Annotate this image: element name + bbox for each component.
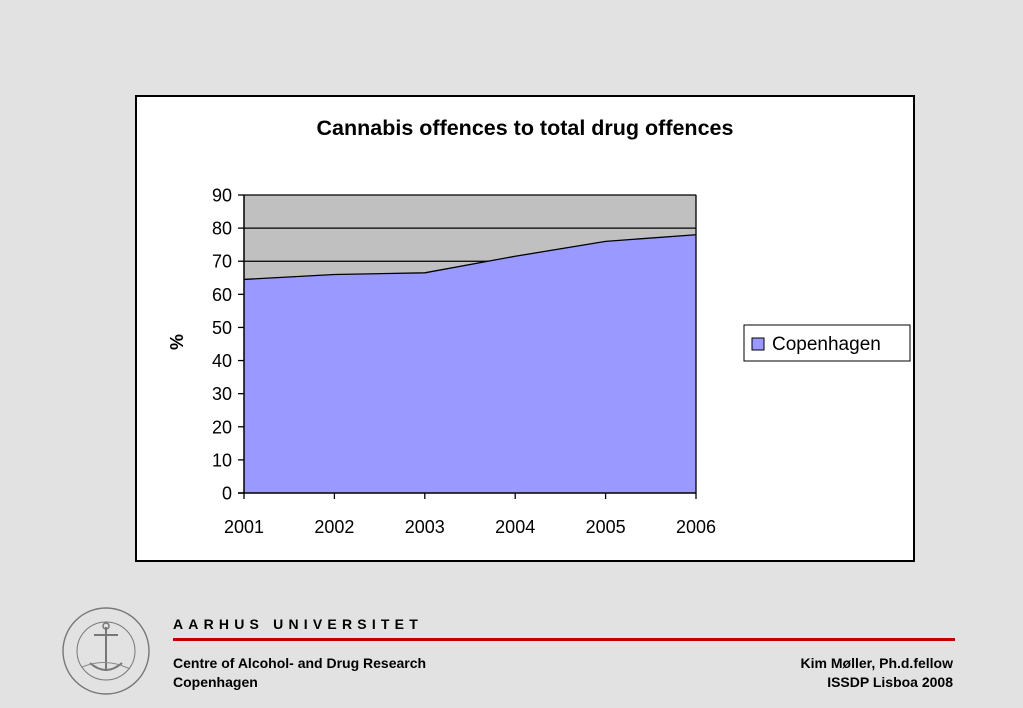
area-series-copenhagen (244, 234, 696, 493)
x-tick-label-2005: 2005 (586, 517, 626, 537)
y-tick-label-40: 40 (212, 351, 232, 371)
chart-frame: Cannabis offences to total drug offences… (135, 95, 915, 562)
y-axis-label: % (167, 334, 187, 350)
y-tick-label-80: 80 (212, 219, 232, 239)
y-tick-label-0: 0 (222, 484, 232, 504)
legend-label: Copenhagen (772, 334, 881, 355)
university-seal-icon (62, 607, 150, 695)
university-name: AARHUS UNIVERSITET (173, 616, 423, 632)
x-tick-label-2006: 2006 (676, 517, 716, 537)
x-tick-label-2001: 2001 (224, 517, 264, 537)
legend: Copenhagen (743, 324, 911, 362)
x-tick-label-2002: 2002 (314, 517, 354, 537)
legend-box (743, 324, 911, 362)
y-tick-label-50: 50 (212, 318, 232, 338)
footer-divider (173, 638, 955, 641)
y-tick-label-10: 10 (212, 450, 232, 470)
footer-city: Copenhagen (173, 674, 258, 690)
chart-title: Cannabis offences to total drug offences (317, 116, 734, 140)
x-tick-label-2004: 2004 (495, 517, 535, 537)
footer-author: Kim Møller, Ph.d.fellow (800, 655, 953, 671)
y-tick-label-70: 70 (212, 252, 232, 272)
y-tick-label-90: 90 (212, 186, 232, 206)
y-tick-label-30: 30 (212, 384, 232, 404)
area-series-outline (243, 234, 697, 281)
legend-swatch (751, 337, 765, 351)
y-tick-label-20: 20 (212, 417, 232, 437)
footer-centre-name: Centre of Alcohol- and Drug Research (173, 655, 427, 671)
x-tick-label-2003: 2003 (405, 517, 445, 537)
footer-event: ISSDP Lisboa 2008 (827, 674, 953, 690)
area-chart: Cannabis offences to total drug offences… (167, 116, 911, 537)
y-tick-label-60: 60 (212, 285, 232, 305)
